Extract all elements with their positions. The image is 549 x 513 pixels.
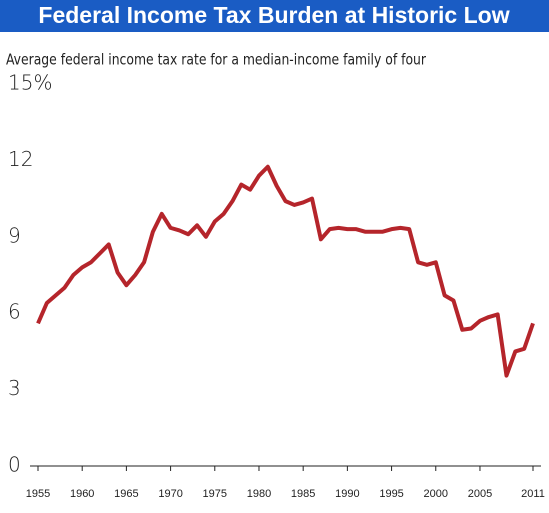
y-tick-label: 6	[8, 300, 21, 324]
x-tick-label: 1995	[379, 488, 403, 500]
x-tick-label: 2000	[424, 488, 448, 500]
x-tick-label: 1985	[291, 488, 315, 500]
x-tick-label: 1980	[247, 488, 271, 500]
x-tick-label: 1970	[158, 488, 182, 500]
y-tick-label: 12	[8, 147, 33, 171]
title-banner	[0, 0, 549, 32]
x-tick-label: 1990	[335, 488, 359, 500]
chart-subtitle: Average federal income tax rate for a me…	[6, 51, 426, 69]
y-tick-label: 9	[8, 223, 21, 247]
x-tick-label: 1955	[26, 488, 50, 500]
y-tick-label: 3	[8, 376, 21, 400]
x-tick-label: 1975	[203, 488, 227, 500]
x-tick-label: 2011	[521, 488, 545, 500]
y-tick-label: 15%	[8, 71, 52, 95]
x-tick-label: 1960	[70, 488, 94, 500]
chart-title: Federal Income Tax Burden at Historic Lo…	[38, 2, 509, 28]
line-series	[36, 164, 535, 378]
x-tick-label: 1965	[114, 488, 138, 500]
x-tick-label: 2005	[468, 488, 492, 500]
y-tick-label: 0	[8, 453, 21, 477]
